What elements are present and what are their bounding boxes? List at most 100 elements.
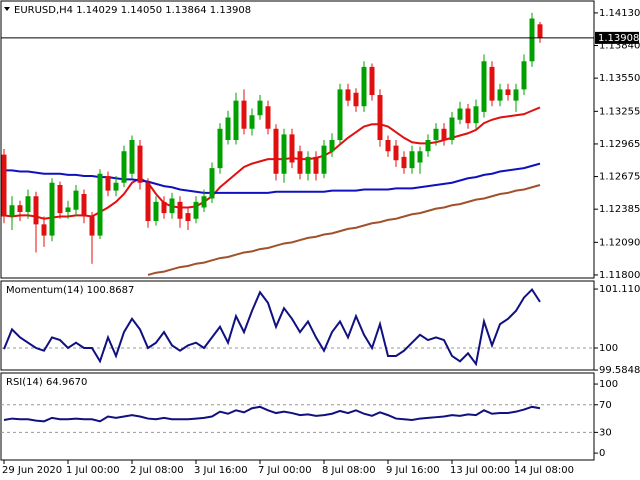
candle-body: [89, 216, 95, 236]
candle-body: [305, 156, 311, 174]
candle-body: [297, 151, 303, 174]
y-tick-label: 70: [599, 400, 612, 411]
panel-title: RSI(14) 64.9670: [6, 377, 87, 388]
y-tick-label: 1.13840: [599, 41, 640, 52]
x-tick-label: 29 Jun 2020: [2, 465, 62, 476]
candle-body: [33, 196, 39, 225]
candle-body: [393, 145, 399, 161]
candle-body: [121, 151, 127, 183]
candle-body: [321, 145, 327, 174]
candle-body: [49, 182, 55, 236]
candle-body: [401, 156, 407, 169]
candle-body: [241, 100, 247, 129]
y-tick-label: 0: [599, 448, 605, 459]
candle-body: [353, 92, 359, 107]
panel-frame: [0, 0, 595, 279]
candle-body: [185, 213, 191, 221]
candle-body: [433, 128, 439, 141]
candle-body: [473, 106, 479, 124]
candle-body: [217, 128, 223, 169]
y-tick-label: 1.12675: [599, 172, 640, 183]
last-price-box: [595, 31, 639, 44]
y-tick-label: 1.12385: [599, 204, 640, 215]
candle-body: [537, 24, 543, 38]
indicator-line: [3, 288, 541, 367]
candle-body: [81, 193, 87, 217]
candle-body: [497, 89, 503, 101]
panel-frame: [0, 280, 595, 371]
candle-body: [377, 95, 383, 141]
candle-body: [289, 134, 295, 163]
candle-body: [153, 201, 159, 221]
x-tick-label: 13 Jul 00:00: [450, 465, 510, 476]
y-tick-label: 1.12090: [599, 237, 640, 248]
last-price-label: 1.13908: [598, 33, 639, 44]
y-tick-label: 1.12965: [599, 139, 640, 150]
y-tick-label: 1.13255: [599, 106, 640, 117]
x-tick-label: 8 Jul 08:00: [322, 465, 376, 476]
candle-body: [257, 100, 263, 116]
candle-body: [329, 140, 335, 152]
candle-body: [145, 182, 151, 221]
candle-body: [9, 205, 15, 217]
candle-body: [1, 154, 7, 217]
candle-body: [505, 89, 511, 96]
y-tick-label: 30: [599, 427, 612, 438]
candle-body: [201, 196, 207, 208]
y-tick-label: 100: [599, 379, 618, 390]
candle-body: [73, 190, 79, 210]
y-tick-label: 100: [599, 343, 618, 354]
candle-body: [161, 201, 167, 214]
y-tick-label: 1.13550: [599, 73, 640, 84]
x-tick-label: 9 Jul 16:00: [386, 465, 440, 476]
indicator-line: [3, 405, 541, 423]
candle-body: [313, 156, 319, 174]
candle-body: [97, 173, 103, 236]
candle-body: [209, 168, 215, 199]
candle-body: [129, 140, 135, 174]
candle-body: [465, 108, 471, 124]
candle-body: [273, 128, 279, 174]
y-tick-label: 99.5848: [599, 365, 640, 376]
candle-body: [361, 66, 367, 107]
candle-body: [457, 108, 463, 120]
x-tick-label: 7 Jul 00:00: [258, 465, 312, 476]
candle-body: [41, 224, 47, 236]
x-tick-label: 1 Jul 00:00: [66, 465, 120, 476]
candle-body: [137, 145, 143, 183]
indicator-line: [147, 184, 541, 276]
y-tick-label: 101.1105: [599, 284, 640, 295]
y-tick-label: 1.11800: [599, 270, 640, 281]
candle-body: [225, 117, 231, 141]
candle-body: [449, 117, 455, 141]
candle-body: [249, 115, 255, 129]
candle-body: [417, 151, 423, 163]
x-tick-label: 3 Jul 16:00: [194, 465, 248, 476]
y-tick-label: 1.14130: [599, 8, 640, 19]
candle-body: [17, 205, 23, 212]
candle-body: [441, 128, 447, 141]
candle-body: [529, 18, 535, 62]
candle-body: [481, 61, 487, 112]
candle-body: [193, 201, 199, 219]
candle-body: [233, 100, 239, 141]
symbol-icon: [4, 7, 10, 11]
indicator-line: [4, 162, 541, 194]
candle-body: [489, 66, 495, 101]
panel-title: EURUSD,H4 1.14029 1.14050 1.13864 1.1390…: [14, 5, 251, 16]
candle-body: [513, 89, 519, 101]
candle-body: [113, 182, 119, 191]
candle-body: [409, 151, 415, 169]
candle-body: [65, 207, 71, 212]
candle-body: [265, 106, 271, 129]
panel-title: Momentum(14) 100.8687: [6, 285, 134, 296]
candle-body: [369, 66, 375, 96]
candle-body: [337, 89, 343, 141]
candle-body: [345, 89, 351, 101]
candle-body: [521, 61, 527, 90]
candle-body: [25, 196, 31, 212]
candle-body: [425, 140, 431, 152]
candle-body: [385, 140, 391, 152]
